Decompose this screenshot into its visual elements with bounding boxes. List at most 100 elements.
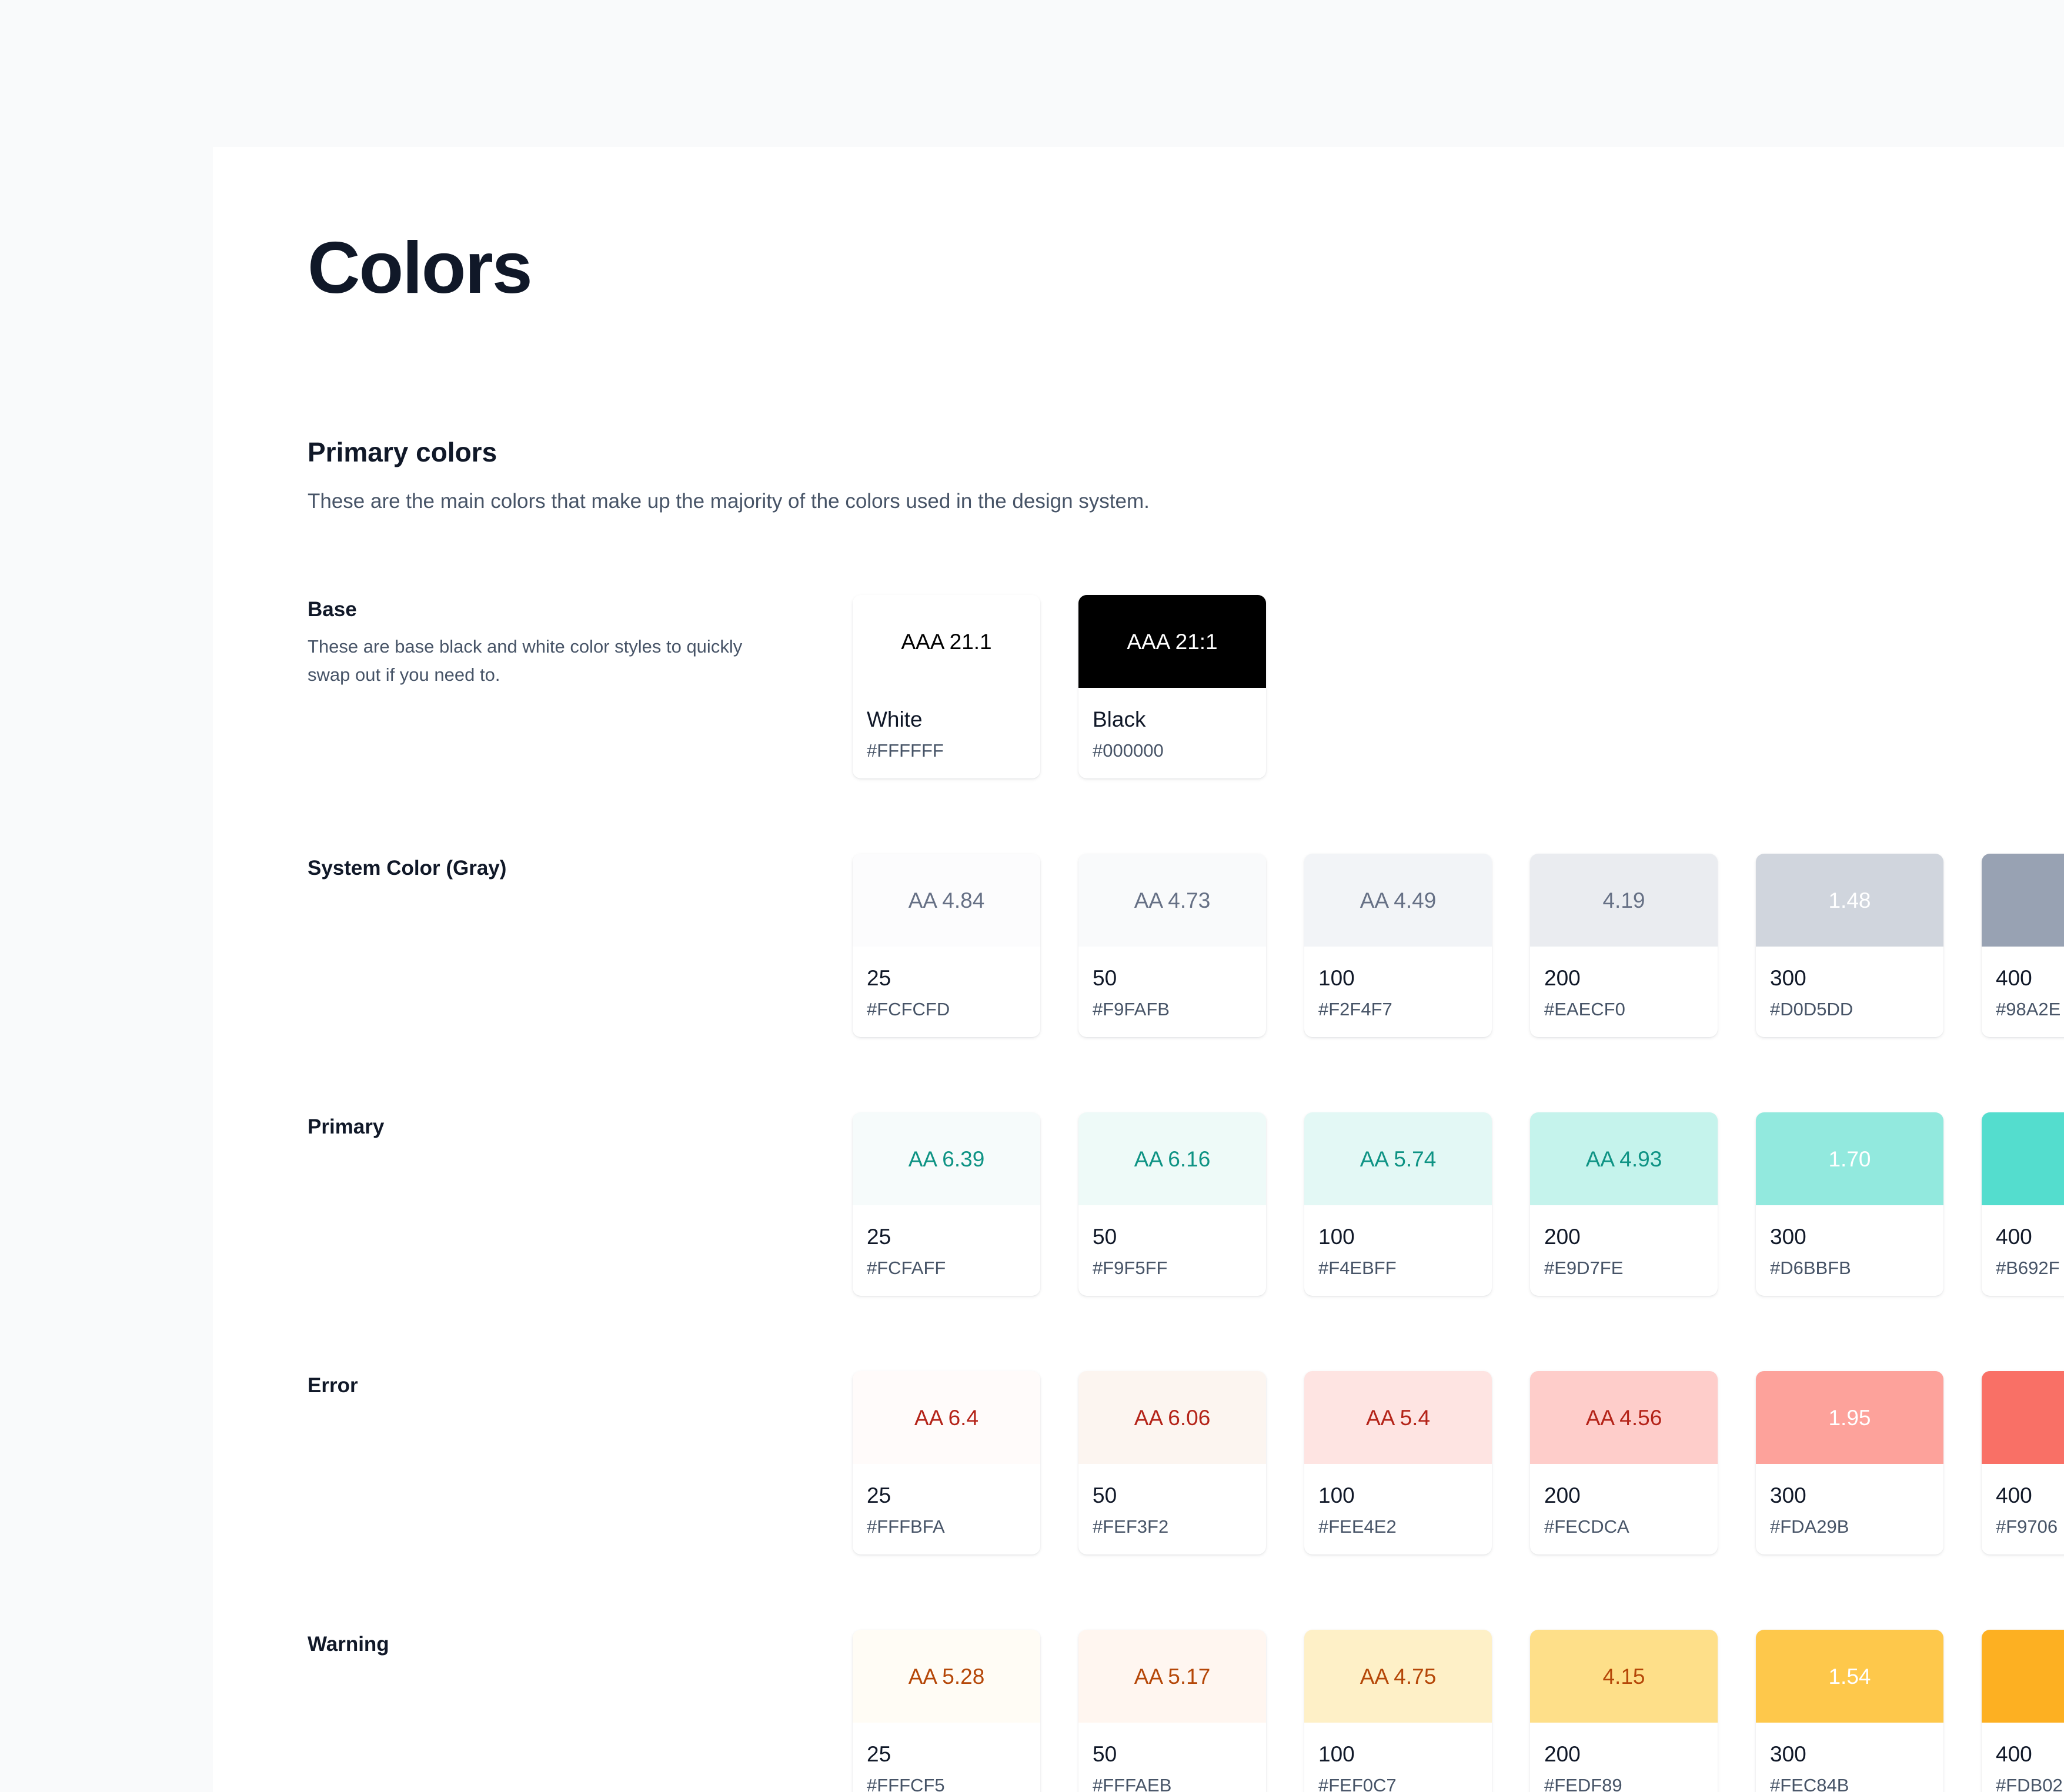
contrast-ratio: AAA 21:1 — [1127, 629, 1218, 654]
color-swatch-card[interactable]: 2 400 #B692F — [1982, 1112, 2064, 1296]
group-title: Base — [308, 598, 357, 621]
swatch-hex: #FEE4E2 — [1318, 1516, 1397, 1537]
page-title: Colors — [308, 228, 533, 309]
color-swatch-card[interactable]: 4.15 200 #FEDF89 — [1530, 1630, 1718, 1792]
color-chip: AA 4.73 — [1078, 854, 1266, 947]
swatch-hex: #F2F4F7 — [1318, 999, 1392, 1019]
swatch-hex: #FFFBFA — [867, 1516, 945, 1537]
group-title: Primary — [308, 1115, 385, 1138]
color-swatch-card[interactable]: AAA 21:1 Black #000000 — [1078, 595, 1266, 778]
color-chip: 4.19 — [1530, 854, 1718, 947]
contrast-ratio: 1.95 — [1828, 1405, 1871, 1430]
color-swatch-card[interactable]: AA 6.06 50 #FEF3F2 — [1078, 1371, 1266, 1554]
color-swatch-card[interactable]: AA 4.56 200 #FECDCA — [1530, 1371, 1718, 1554]
color-swatch-card[interactable]: AAA 21.1 White #FFFFFF — [853, 595, 1040, 778]
contrast-ratio: AA 6.06 — [1134, 1405, 1211, 1430]
color-swatch-card[interactable]: 4.19 200 #EAECF0 — [1530, 854, 1718, 1037]
color-chip: AA 5.74 — [1304, 1112, 1492, 1205]
color-swatch-card[interactable]: AA 5.4 100 #FEE4E2 — [1304, 1371, 1492, 1554]
contrast-ratio: AA 6.16 — [1134, 1146, 1211, 1171]
contrast-ratio: 1.54 — [1828, 1664, 1871, 1689]
swatch-hex: #FDA29B — [1770, 1516, 1849, 1537]
swatch-name: 400 — [1996, 1225, 2032, 1249]
color-swatch-card[interactable]: 2 400 #98A2E — [1982, 854, 2064, 1037]
color-chip: AA 4.75 — [1304, 1630, 1492, 1723]
swatch-name: White — [867, 707, 923, 731]
color-chip: AA 6.4 — [853, 1371, 1040, 1464]
color-swatch-card[interactable]: AA 5.74 100 #F4EBFF — [1304, 1112, 1492, 1296]
contrast-ratio: AA 4.75 — [1360, 1664, 1437, 1689]
contrast-ratio: AA 5.74 — [1360, 1146, 1437, 1171]
color-swatch-card[interactable]: AA 6.39 25 #FCFAFF — [853, 1112, 1040, 1296]
group-description: These are base black and white color sty… — [308, 636, 743, 686]
swatch-hex: #FCFAFF — [867, 1258, 946, 1278]
swatch-name: 25 — [867, 1483, 891, 1507]
color-swatch-card[interactable]: AA 5.28 25 #FFFCF5 — [853, 1630, 1040, 1792]
swatch-hex: #E9D7FE — [1544, 1258, 1624, 1278]
swatch-name: 100 — [1318, 1742, 1355, 1766]
swatch-name: 400 — [1996, 966, 2032, 990]
swatch-hex: #FEC84B — [1770, 1775, 1849, 1792]
design-system-canvas: Colors Primary colors These are the main… — [213, 147, 2064, 1792]
section-description: These are the main colors that make up t… — [308, 490, 1150, 513]
color-chip: AA 5.28 — [853, 1630, 1040, 1723]
swatch-name: 25 — [867, 1742, 891, 1766]
color-swatch-card[interactable]: AA 4.73 50 #F9FAFB — [1078, 854, 1266, 1037]
swatch-name: 50 — [1093, 1742, 1117, 1766]
swatch-name: 25 — [867, 966, 891, 990]
swatch-name: 100 — [1318, 966, 1355, 990]
group-title: Warning — [308, 1633, 389, 1656]
color-swatch-card[interactable]: AA 4.84 25 #FCFCFD — [853, 854, 1040, 1037]
contrast-ratio: AA 5.4 — [1365, 1405, 1431, 1430]
swatch-name: 400 — [1996, 1742, 2032, 1766]
color-chip: AA 4.56 — [1530, 1371, 1718, 1464]
swatch-hex: #FDB02 — [1996, 1775, 2063, 1792]
swatch-hex: #D6BBFB — [1770, 1258, 1851, 1278]
color-swatch-card[interactable]: AA 4.93 200 #E9D7FE — [1530, 1112, 1718, 1296]
color-chip: AA 6.39 — [853, 1112, 1040, 1205]
color-swatch-card[interactable]: 1.95 300 #FDA29B — [1756, 1371, 1943, 1554]
swatch-hex: #FFFFFF — [867, 740, 944, 761]
color-swatch-card[interactable]: AA 6.4 25 #FFFBFA — [853, 1371, 1040, 1554]
color-swatch-card[interactable]: 1 400 #FDB02 — [1982, 1630, 2064, 1792]
swatch-name: 50 — [1093, 966, 1117, 990]
color-swatch-card[interactable]: 1.54 300 #FEC84B — [1756, 1630, 1943, 1792]
color-swatch-card[interactable]: 1.70 300 #D6BBFB — [1756, 1112, 1943, 1296]
contrast-ratio: AA 4.93 — [1585, 1146, 1662, 1171]
color-chip: 2 — [1982, 1112, 2064, 1205]
swatch-hex: #D0D5DD — [1770, 999, 1853, 1019]
swatch-name: 200 — [1544, 1225, 1581, 1249]
swatch-name: 300 — [1770, 1483, 1806, 1507]
swatch-name: 100 — [1318, 1225, 1355, 1249]
swatch-hex: #B692F — [1996, 1258, 2060, 1278]
swatch-hex: #EAECF0 — [1544, 999, 1625, 1019]
contrast-ratio: 4.15 — [1602, 1664, 1645, 1689]
swatch-name: 50 — [1093, 1225, 1117, 1249]
contrast-ratio: AA 5.28 — [908, 1664, 985, 1689]
contrast-ratio: AAA 21.1 — [901, 629, 992, 654]
swatch-name: 300 — [1770, 966, 1806, 990]
color-swatch-card[interactable]: AA 4.75 100 #FEF0C7 — [1304, 1630, 1492, 1792]
color-swatch-card[interactable]: AA 5.17 50 #FFFAEB — [1078, 1630, 1266, 1792]
swatch-hex: #FFFAEB — [1093, 1775, 1172, 1792]
color-swatch-card[interactable]: 2 400 #F9706 — [1982, 1371, 2064, 1554]
contrast-ratio: AA 6.4 — [914, 1405, 979, 1430]
color-chip: AAA 21.1 — [853, 595, 1040, 688]
swatch-hex: #FEF3F2 — [1093, 1516, 1169, 1537]
section-title: Primary colors — [308, 437, 497, 467]
contrast-ratio: AA 4.73 — [1134, 888, 1211, 912]
color-chip: AA 4.49 — [1304, 854, 1492, 947]
color-chip: 2 — [1982, 1371, 2064, 1464]
color-chip: AA 4.84 — [853, 854, 1040, 947]
swatch-hex: #FEDF89 — [1544, 1775, 1622, 1792]
color-swatch-card[interactable]: AA 6.16 50 #F9F5FF — [1078, 1112, 1266, 1296]
color-chip: AA 6.06 — [1078, 1371, 1266, 1464]
color-chip: 4.15 — [1530, 1630, 1718, 1723]
color-swatch-card[interactable]: 1.48 300 #D0D5DD — [1756, 854, 1943, 1037]
swatch-name: 400 — [1996, 1483, 2032, 1507]
swatch-hex: #F9706 — [1996, 1516, 2058, 1537]
color-chip: 1.95 — [1756, 1371, 1943, 1464]
swatch-hex: #FEF0C7 — [1318, 1775, 1397, 1792]
color-chip: 1.54 — [1756, 1630, 1943, 1723]
color-swatch-card[interactable]: AA 4.49 100 #F2F4F7 — [1304, 854, 1492, 1037]
